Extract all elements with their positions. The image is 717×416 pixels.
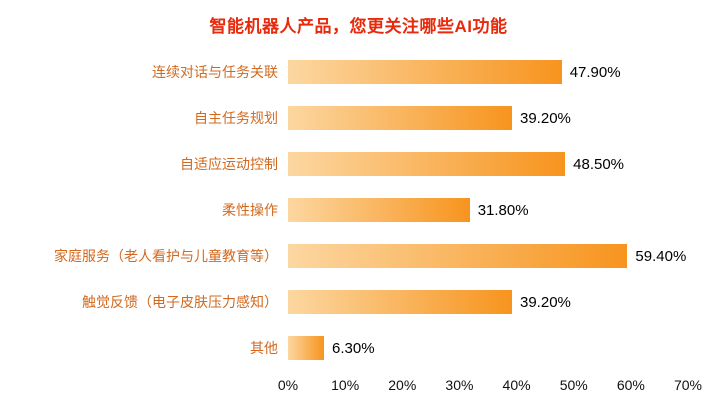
bar-row: 触觉反馈（电子皮肤压力感知） 39.20% (0, 279, 717, 325)
bar (288, 336, 324, 360)
bar-value-label: 59.40% (635, 247, 687, 265)
chart-rows: 连续对话与任务关联 47.90% 自主任务规划 39.20% 自适应运动控制 48.50%… (0, 49, 717, 371)
bar-row: 其他 6.30% (0, 325, 717, 371)
category-label: 家庭服务（老人看护与儿童教育等） (54, 248, 278, 264)
bar-value-label: 31.80% (477, 201, 529, 219)
bar-track: 6.30% (288, 336, 688, 360)
bar-track: 39.20% (288, 106, 688, 130)
bar-track: 48.50% (288, 152, 688, 176)
bar-row: 柔性操作 31.80% (0, 187, 717, 233)
bar-track: 59.40% (288, 244, 688, 268)
category-label: 柔性操作 (222, 202, 278, 218)
bar (288, 198, 470, 222)
bar-value-label: 39.20% (520, 293, 571, 311)
bar-row: 自适应运动控制 48.50% (0, 141, 717, 187)
x-tick-label: 50% (559, 377, 588, 393)
x-axis: 0% 10% 20% 30% 40% 50% 60% 70% (278, 375, 702, 395)
bar-value-label: 48.50% (573, 155, 625, 173)
bar (288, 60, 562, 84)
bar (288, 290, 512, 314)
bar (288, 152, 566, 176)
x-tick-label: 30% (445, 377, 474, 393)
x-tick-label: 60% (616, 377, 645, 393)
category-label: 自主任务规划 (194, 110, 278, 126)
chart-title: 智能机器人产品，您更关注哪些AI功能 (209, 17, 508, 36)
bar (288, 106, 512, 130)
category-label: 自适应运动控制 (180, 156, 278, 172)
bar-value-label: 39.20% (520, 109, 571, 127)
x-tick-label: 0% (277, 377, 299, 393)
bar-value-label: 6.30% (332, 339, 375, 357)
bar-track: 39.20% (288, 290, 688, 314)
bar-row: 连续对话与任务关联 47.90% (0, 49, 717, 95)
x-tick-label: 70% (673, 377, 703, 393)
bar-track: 31.80% (288, 198, 688, 222)
bar-row: 自主任务规划 39.20% (0, 95, 717, 141)
bar-row: 家庭服务（老人看护与儿童教育等） 59.40% (0, 233, 717, 279)
bar-value-label: 47.90% (569, 63, 621, 81)
bar-track: 47.90% (288, 60, 688, 84)
category-label: 触觉反馈（电子皮肤压力感知） (82, 294, 278, 310)
x-tick-label: 20% (388, 377, 417, 393)
x-tick-label: 10% (331, 377, 360, 393)
category-label: 其他 (250, 340, 278, 356)
bar (288, 244, 628, 268)
category-label: 连续对话与任务关联 (152, 64, 278, 80)
x-tick-label: 40% (502, 377, 531, 393)
